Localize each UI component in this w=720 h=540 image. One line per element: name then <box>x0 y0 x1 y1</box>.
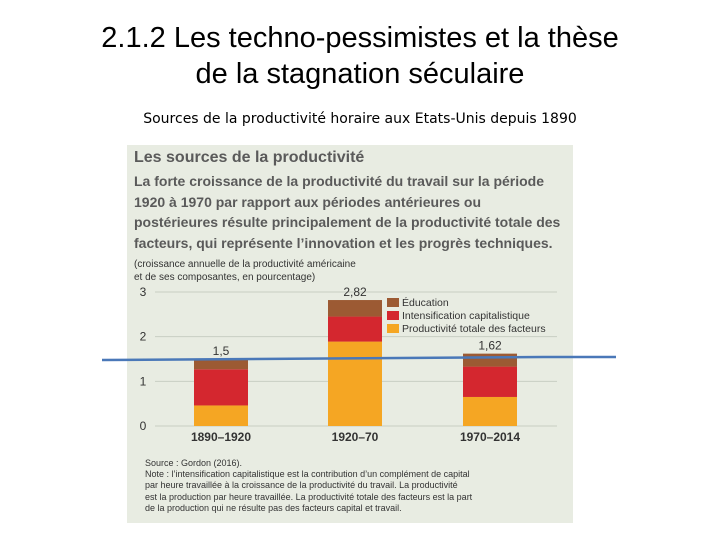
bar-segment <box>194 405 248 426</box>
note-line: est la production par heure travaillée. … <box>145 491 473 502</box>
y-tick-label: 3 <box>140 285 147 299</box>
note-line: de la production qui ne résulte pas des … <box>145 502 402 513</box>
chart-panel: Les sources de la productivité La forte … <box>127 145 573 523</box>
x-tick-label: 1890–1920 <box>191 430 251 444</box>
slide-subtitle: Sources de la productivité horaire aux E… <box>143 111 577 127</box>
bar-segment <box>328 341 382 426</box>
x-tick-label: 1920–70 <box>332 430 379 444</box>
bar-segment <box>463 366 517 397</box>
legend-swatch <box>387 311 399 320</box>
bar-total-label: 2,82 <box>343 285 367 299</box>
legend-swatch <box>387 298 399 307</box>
y-tick-label: 2 <box>140 330 147 344</box>
slide-title-line1: 2.1.2 Les techno-pessimistes et la thèse <box>101 22 619 54</box>
bar-total-label: 1,5 <box>213 344 230 358</box>
y-tick-label: 0 <box>140 419 147 433</box>
overlay-line <box>101 355 544 362</box>
note-line: Note : l’intensification capitalistique … <box>145 469 470 480</box>
unit-line2: et de ses composantes, en pourcentage) <box>134 272 316 283</box>
bar-total-label: 1,62 <box>478 339 502 353</box>
note-line: par heure travaillée à la croissance de … <box>145 480 458 491</box>
legend-label: Productivité totale des facteurs <box>402 323 546 335</box>
bar-segment <box>194 359 248 370</box>
panel-title: Les sources de la productivité <box>134 149 365 166</box>
bar-segment <box>463 396 517 426</box>
slide-title: 2.1.2 Les techno-pessimistes et la thèse… <box>0 20 720 92</box>
bar-segment <box>194 369 248 406</box>
bar-segment <box>463 353 517 367</box>
chart-notes: Source : Gordon (2016). Note : l’intensi… <box>145 458 565 514</box>
unit-line1: (croissance annuelle de la productivité … <box>134 259 356 270</box>
bar-segment <box>328 300 382 317</box>
slide-title-line2: de la stagnation séculaire <box>195 58 525 90</box>
x-tick-label: 1970–2014 <box>460 430 520 444</box>
source-text: Source : Gordon (2016). <box>145 458 243 468</box>
legend-label: Éducation <box>402 296 449 309</box>
bar-segment <box>328 316 382 342</box>
panel-description: La forte croissance de la productivité d… <box>134 173 561 251</box>
y-tick-label: 1 <box>140 374 147 388</box>
panel-unit-label: (croissance annuelle de la productivité … <box>134 258 434 284</box>
legend-label: Intensification capitalistique <box>402 310 530 322</box>
legend-swatch <box>387 324 399 333</box>
